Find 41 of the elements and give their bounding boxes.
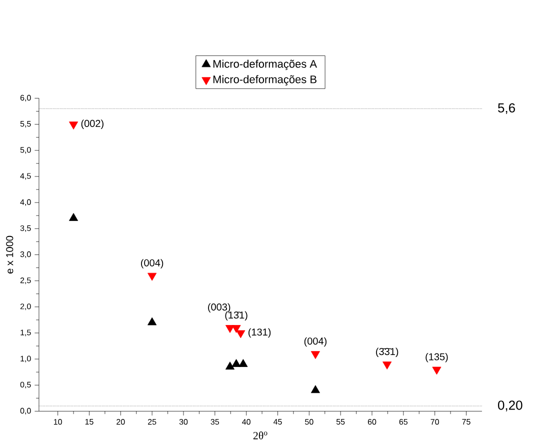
x-tick-label: 30 [179,419,188,425]
y-tick-label: 2,5 [20,278,31,284]
y-tick-label: 0,5 [20,382,31,389]
x-tick-label: 20 [116,419,125,425]
x-tick-label: 50 [305,419,314,425]
x-tick-label: 40 [242,419,250,425]
annotation: (004) [141,259,164,269]
x-tick-label: 25 [148,419,156,425]
x-tick-label: 55 [336,419,345,425]
annotation: (135) [426,353,448,362]
annotation: (3̄3̄1) [376,348,398,358]
text: 0,20 [498,400,522,412]
text: 5,6 [498,103,515,114]
y-axis-title: e x 1000 [6,236,14,274]
y-tick-label: 6,0 [20,95,31,102]
y-tick-label: 1,5 [20,330,31,336]
y-tick-label: 2,0 [20,304,31,310]
y-tick-label: 3,0 [20,252,31,258]
annotation: (13̄1) [225,311,248,321]
annotation: (004) [304,337,326,347]
y-tick-label: 4,5 [20,173,31,180]
x-tick-label: 10 [54,419,62,425]
x-axis-title: 2θ$^{o}$ [253,432,268,440]
y-tick-label: 0,0 [20,408,31,415]
y-tick-label: 1,0 [20,356,31,363]
x-tick-label: 60 [368,419,376,425]
y-tick-label: 5,0 [20,147,31,154]
x-tick-label: 45 [273,419,282,425]
x-tick-label: 75 [462,419,470,425]
x-tick-label: 65 [399,419,408,425]
annotation: (002) [81,120,104,130]
annotation: (003) [208,303,230,313]
legend-label: Micro-deformações A [213,60,318,70]
y-tick-label: 5,5 [20,121,31,128]
y-tick-label: 4,0 [20,199,31,206]
x-tick-label: 35 [210,419,220,425]
y-tick-label: 3,5 [20,225,31,232]
x-tick-label: 15 [85,419,94,425]
x-tick-label: 70 [430,419,439,425]
legend-label: Micro-deformações B [213,75,316,86]
annotation: (131) [248,328,271,338]
